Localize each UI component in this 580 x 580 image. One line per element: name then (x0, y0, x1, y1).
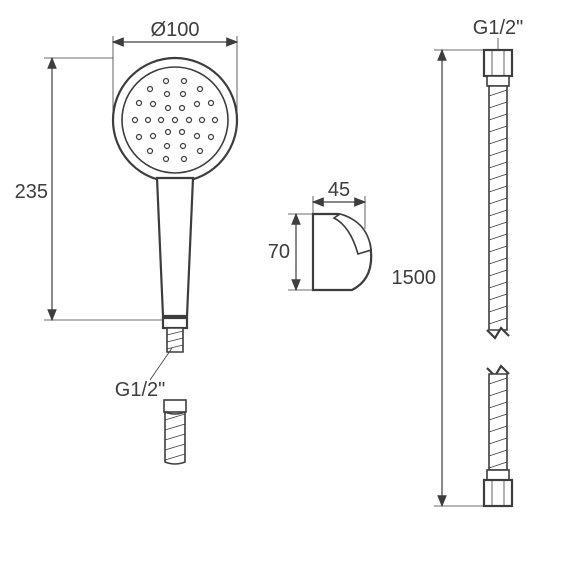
hose-length-label: 1500 (392, 267, 437, 289)
shower-handle (157, 178, 193, 316)
holder-width-label: 45 (328, 179, 350, 201)
thread-label-hose: G1/2" (473, 17, 523, 39)
thread-label-head: G1/2" (115, 379, 165, 401)
height-label: 235 (15, 181, 48, 203)
technical-drawing: Ø100 235 (0, 0, 580, 580)
wall-holder: 45 70 (268, 179, 371, 290)
diameter-label: Ø100 (151, 19, 200, 41)
short-hose (164, 400, 186, 464)
hose: G1/2" (392, 17, 524, 506)
holder-height-label: 70 (268, 241, 290, 263)
shower-head: Ø100 235 (15, 19, 237, 464)
